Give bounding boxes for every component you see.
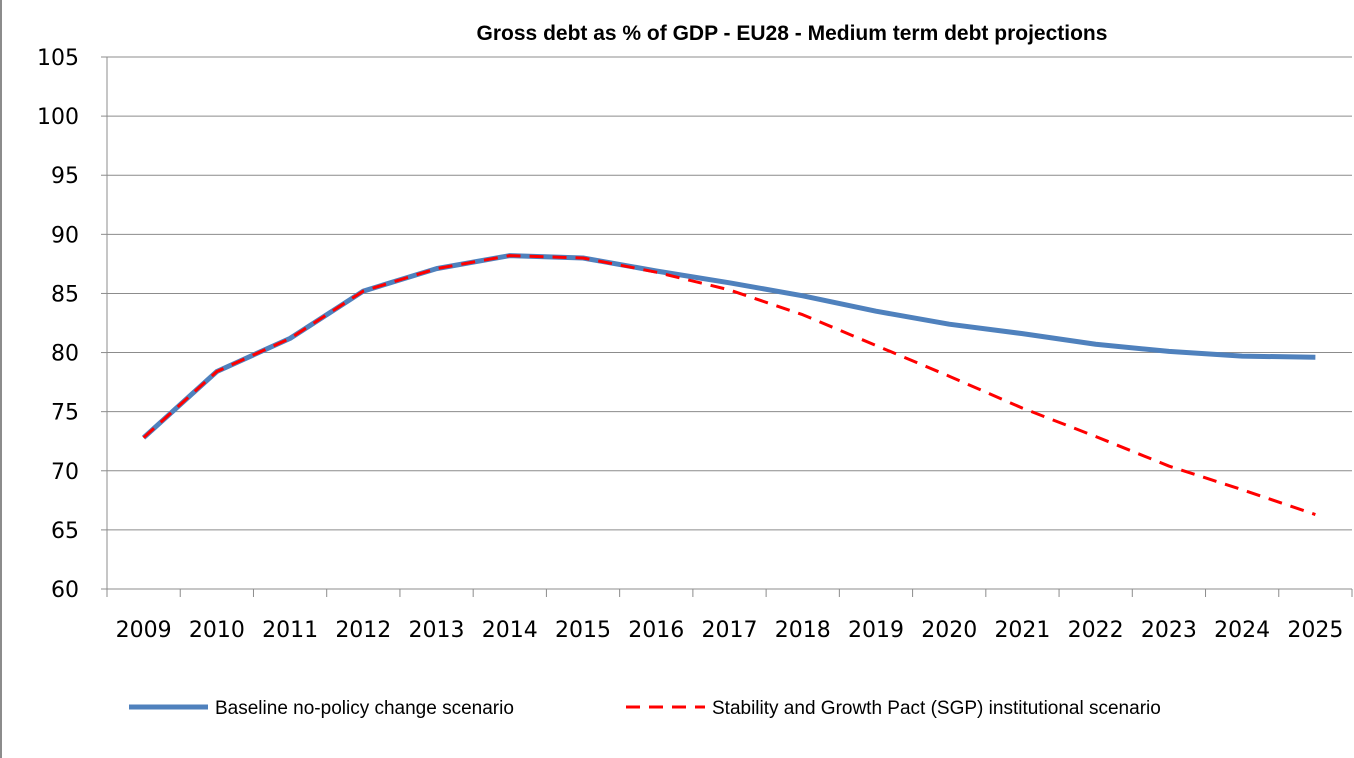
x-tick-label: 2011 — [262, 618, 318, 643]
axes: 60 65 70 75 80 85 90 95 100 105 2009 2010 2011 2012 20… — [37, 46, 1353, 643]
x-tick-label: 2013 — [409, 618, 465, 643]
x-tick-label: 2022 — [1068, 618, 1124, 643]
y-tick-label: 65 — [51, 519, 79, 544]
chart-title: Gross debt as % of GDP - EU28 - Medium t… — [477, 22, 1108, 45]
y-tick-label: 100 — [37, 105, 79, 130]
y-tick-label: 75 — [51, 401, 79, 426]
y-tick-label: 90 — [51, 223, 79, 248]
series-line-1 — [142, 254, 1316, 516]
x-tick-label: 2015 — [555, 618, 611, 643]
series-line-0 — [141, 253, 1316, 440]
legend-label-1: Stability and Growth Pact (SGP) institut… — [712, 698, 1161, 719]
y-tick-label: 85 — [51, 282, 79, 307]
x-tick-label: 2018 — [775, 618, 831, 643]
y-tick-label: 70 — [51, 460, 79, 485]
series-lines — [141, 253, 1316, 516]
x-tick-label: 2025 — [1287, 618, 1343, 643]
x-tick-label: 2010 — [189, 618, 245, 643]
y-tick-label: 105 — [37, 46, 79, 71]
x-tick-label: 2014 — [482, 618, 538, 643]
legend-label-0: Baseline no-policy change scenario — [215, 698, 514, 719]
y-tick-label: 80 — [51, 342, 79, 367]
x-tick-label: 2012 — [335, 618, 391, 643]
x-tick-label: 2020 — [921, 618, 977, 643]
x-tick-label: 2021 — [994, 618, 1050, 643]
x-tick-label: 2017 — [702, 618, 758, 643]
x-tick-label: 2016 — [628, 618, 684, 643]
x-tick-label: 2009 — [116, 618, 172, 643]
legend: Baseline no-policy change scenario Stabil… — [129, 698, 1161, 719]
y-tick-label: 95 — [51, 164, 79, 189]
y-tick-label: 60 — [51, 578, 79, 603]
gridlines — [107, 56, 1352, 531]
x-tick-label: 2023 — [1141, 618, 1197, 643]
x-tick-label: 2019 — [848, 618, 904, 643]
x-tick-label: 2024 — [1214, 618, 1270, 643]
